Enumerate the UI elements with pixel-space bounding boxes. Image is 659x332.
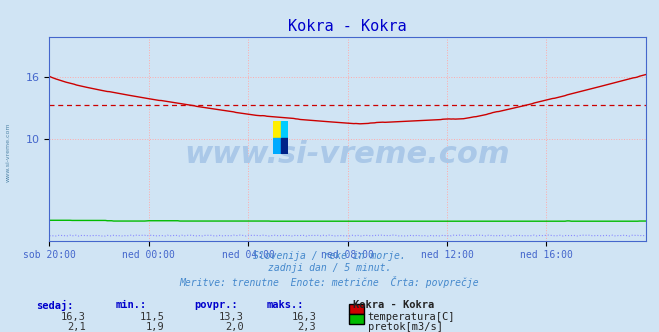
Title: Kokra - Kokra: Kokra - Kokra: [288, 19, 407, 34]
Text: zadnji dan / 5 minut.: zadnji dan / 5 minut.: [268, 263, 391, 273]
Text: pretok[m3/s]: pretok[m3/s]: [368, 322, 443, 332]
Text: 2,1: 2,1: [67, 322, 86, 332]
Text: Meritve: trenutne  Enote: metrične  Črta: povprečje: Meritve: trenutne Enote: metrične Črta: …: [180, 276, 479, 288]
Bar: [273, 121, 281, 138]
Text: 16,3: 16,3: [291, 312, 316, 322]
Text: min.:: min.:: [115, 300, 146, 310]
Bar: [281, 121, 288, 138]
Text: 13,3: 13,3: [219, 312, 244, 322]
Text: sedaj:: sedaj:: [36, 300, 74, 311]
Bar: [273, 138, 281, 154]
Text: Slovenija / reke in morje.: Slovenija / reke in morje.: [253, 251, 406, 261]
Text: povpr.:: povpr.:: [194, 300, 238, 310]
Text: www.si-vreme.com: www.si-vreme.com: [185, 140, 511, 169]
Text: temperatura[C]: temperatura[C]: [368, 312, 455, 322]
Text: www.si-vreme.com: www.si-vreme.com: [5, 123, 11, 183]
Text: 2,0: 2,0: [225, 322, 244, 332]
Bar: [281, 138, 288, 154]
Text: Kokra - Kokra: Kokra - Kokra: [353, 300, 434, 310]
Text: 11,5: 11,5: [140, 312, 165, 322]
Text: 2,3: 2,3: [298, 322, 316, 332]
Text: 16,3: 16,3: [61, 312, 86, 322]
Text: 1,9: 1,9: [146, 322, 165, 332]
Text: maks.:: maks.:: [267, 300, 304, 310]
